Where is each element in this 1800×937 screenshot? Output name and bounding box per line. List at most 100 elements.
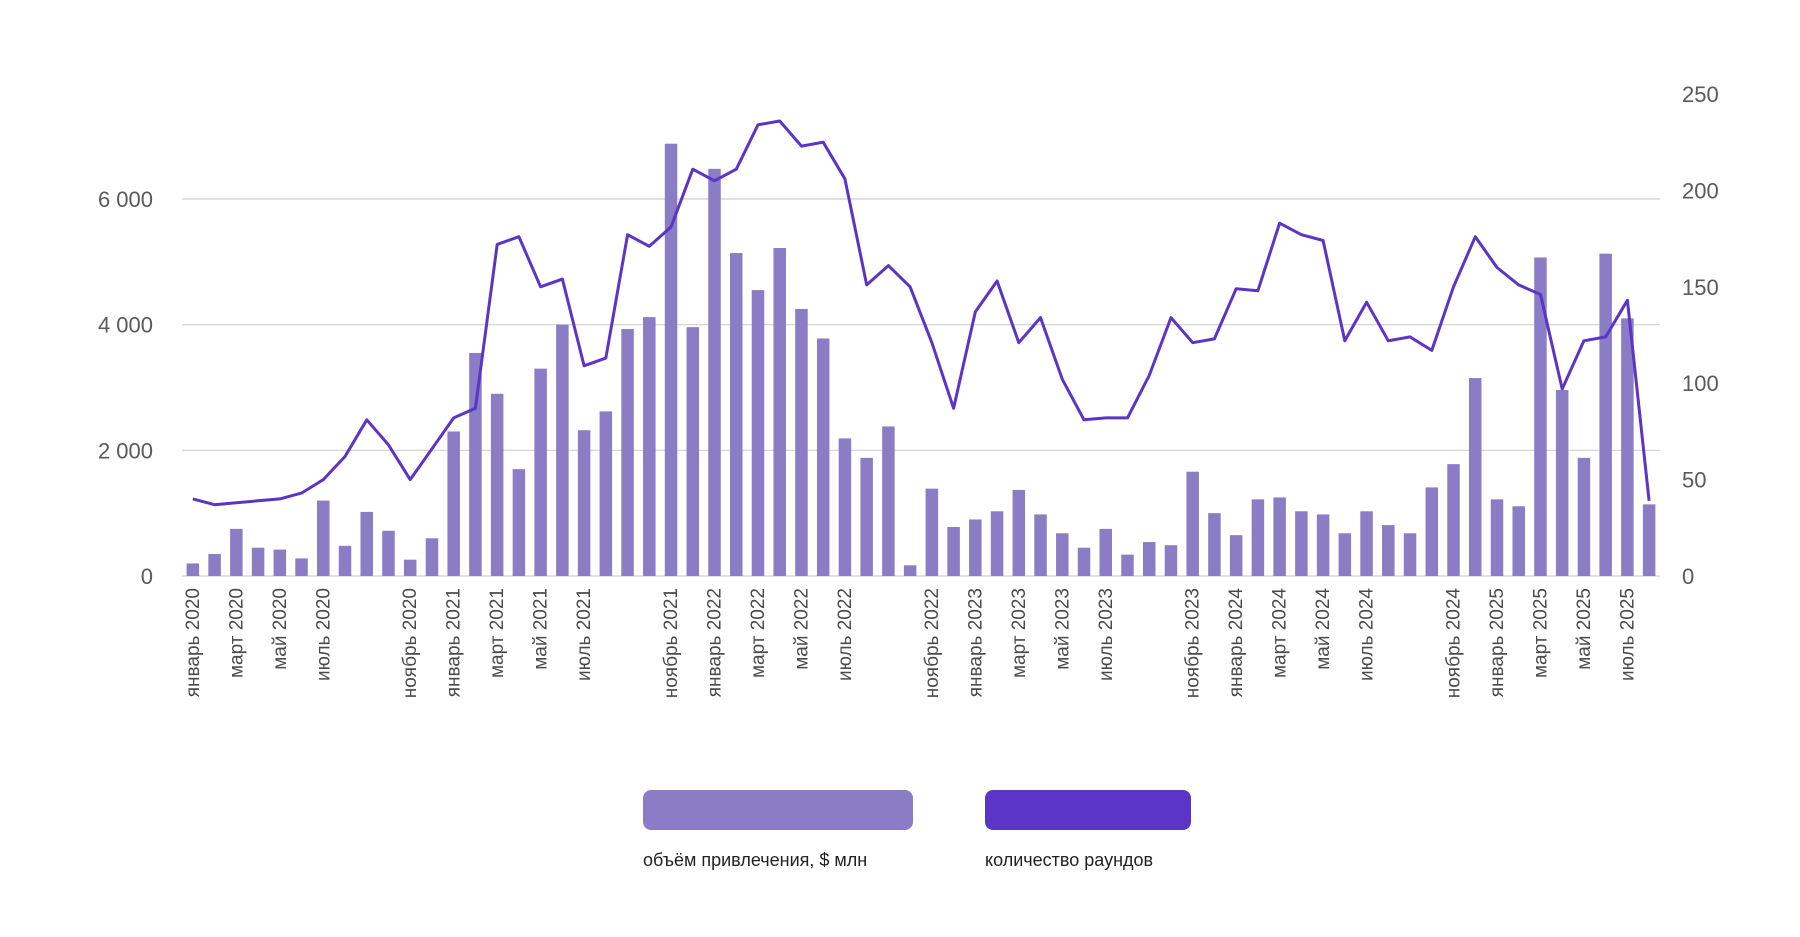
bar	[773, 248, 786, 576]
bar	[1077, 547, 1091, 576]
legend-item-rounds: количество раундов	[985, 790, 1191, 871]
x-axis-tick-label: март 2023	[1009, 588, 1030, 678]
bar	[730, 253, 743, 576]
bar	[273, 549, 287, 576]
bar	[1555, 390, 1569, 576]
bar	[1382, 525, 1395, 576]
bar	[925, 488, 939, 576]
legend-label-volume: объём привлечения, $ млн	[643, 850, 868, 870]
right-axis-tick-label: 150	[1682, 275, 1719, 300]
right-axis-tick-label: 50	[1682, 468, 1706, 493]
bar	[1577, 457, 1591, 576]
bar	[751, 290, 765, 576]
bar	[1034, 514, 1047, 576]
bar	[664, 143, 678, 576]
right-axis-tick-label: 0	[1682, 564, 1694, 589]
bar	[860, 457, 873, 576]
bar	[186, 563, 200, 576]
x-axis-tick-label: март 2024	[1270, 588, 1291, 678]
x-axis-tick-label: январь 2020	[183, 588, 204, 697]
x-axis-tick-label: июль 2024	[1357, 588, 1378, 681]
bar	[1056, 533, 1069, 576]
bar	[1099, 528, 1112, 576]
left-axis-tick-label: 6 000	[98, 187, 153, 212]
bar	[1142, 542, 1156, 576]
gridlines	[182, 198, 1660, 577]
x-axis-tick-label: март 2025	[1530, 588, 1551, 678]
line-series	[192, 119, 1651, 507]
left-axis-ticks: 0 2 000 4 000 6 000	[98, 187, 153, 589]
x-axis-tick-label: июль 2021	[574, 588, 595, 681]
x-axis-tick-label: июль 2020	[313, 588, 334, 681]
bar	[816, 338, 830, 576]
x-axis-tick-label: май 2020	[270, 588, 291, 670]
bar	[360, 511, 373, 576]
bar	[1599, 253, 1612, 577]
bar	[1273, 497, 1286, 576]
bar	[447, 431, 460, 576]
bar-series	[186, 143, 1656, 577]
bar	[947, 526, 960, 576]
left-axis-tick-label: 0	[141, 564, 153, 589]
legend-item-volume: объём привлечения, $ млн	[643, 790, 913, 871]
bar	[382, 530, 395, 576]
x-axis-tick-label: январь 2024	[1226, 588, 1247, 698]
legend-swatch-rounds	[985, 790, 1191, 830]
bar	[686, 327, 700, 576]
x-axis-tick-label: январь 2025	[1487, 588, 1508, 697]
x-axis-tick-label: май 2024	[1313, 588, 1334, 670]
x-axis-tick-label: март 2021	[487, 588, 508, 678]
bar	[338, 545, 352, 576]
x-axis-tick-label: март 2020	[226, 588, 247, 678]
bar	[838, 438, 852, 576]
bar	[1490, 499, 1504, 576]
bar	[621, 329, 634, 576]
x-axis-tick-label: ноябрь 2021	[661, 588, 682, 698]
bar	[1229, 535, 1243, 576]
bar	[795, 308, 808, 576]
x-axis-ticks: январь 2020 март 2020 май 2020 июль 2020 ноя…	[183, 588, 1639, 699]
bar	[1164, 545, 1178, 576]
bar	[425, 538, 439, 576]
bar	[403, 559, 417, 576]
x-axis-tick-label: июль 2023	[1096, 588, 1117, 681]
x-axis-tick-label: январь 2021	[444, 588, 465, 697]
x-axis-tick-label: март 2022	[748, 588, 769, 678]
bar	[534, 368, 547, 576]
bar	[599, 411, 613, 576]
bar	[1338, 533, 1352, 576]
x-axis-tick-label: ноябрь 2023	[1183, 588, 1204, 698]
bar	[1621, 318, 1634, 576]
x-axis-tick-label: ноябрь 2020	[400, 588, 421, 698]
bar	[1251, 499, 1265, 576]
bar	[1469, 378, 1482, 576]
bar	[490, 393, 504, 576]
bar	[317, 500, 330, 576]
bar	[1295, 511, 1308, 576]
bar	[1012, 489, 1026, 576]
x-axis-tick-label: июль 2025	[1617, 588, 1638, 681]
x-axis-tick-label: май 2021	[531, 588, 552, 670]
left-axis-tick-label: 2 000	[98, 438, 153, 463]
x-axis-tick-label: ноябрь 2024	[1444, 588, 1465, 699]
legend-swatch-volume	[643, 790, 913, 830]
bar	[643, 317, 656, 576]
bar	[1534, 257, 1547, 576]
bar	[230, 528, 243, 576]
bar	[512, 469, 526, 576]
bar	[1186, 471, 1199, 576]
bar	[1360, 511, 1373, 576]
x-axis-tick-label: ноябрь 2022	[922, 588, 943, 698]
bar	[208, 554, 221, 576]
bar	[1208, 513, 1221, 576]
bar	[556, 324, 569, 576]
right-axis-tick-label: 200	[1682, 178, 1719, 203]
x-axis-tick-label: май 2022	[791, 588, 812, 670]
bar	[251, 547, 265, 576]
bar	[882, 426, 895, 576]
bar	[1642, 504, 1656, 576]
right-axis-ticks: 0 50 100 150 200 250	[1682, 82, 1719, 589]
bar	[1403, 533, 1417, 576]
x-axis-tick-label: январь 2023	[965, 588, 986, 697]
